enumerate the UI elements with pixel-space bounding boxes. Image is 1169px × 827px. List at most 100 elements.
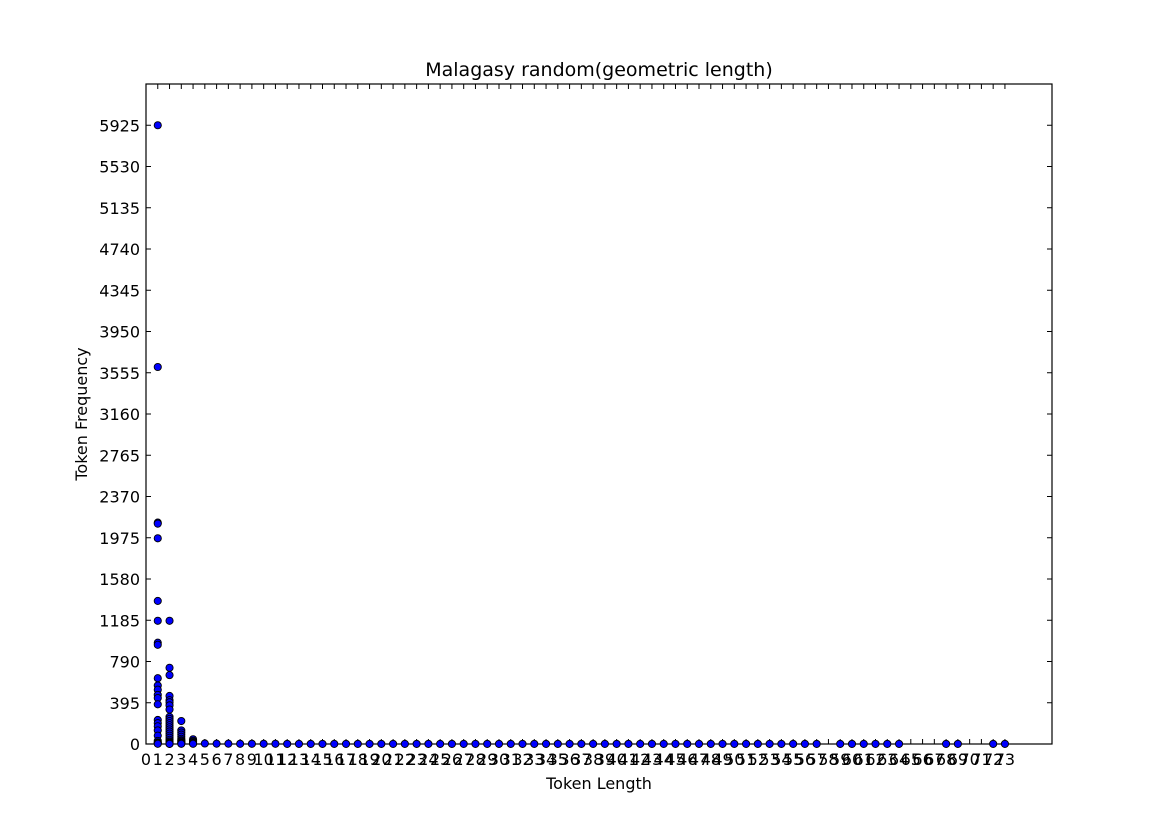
plot-frame (145, 83, 1053, 745)
data-point (953, 739, 962, 748)
x-tick-label: 41 (618, 750, 638, 769)
x-tick-label: 36 (559, 750, 579, 769)
data-point (436, 739, 445, 748)
data-point (153, 616, 162, 625)
x-tick-label: 22 (395, 750, 415, 769)
data-point (565, 739, 574, 748)
y-tick-label: 3950 (99, 323, 140, 342)
y-tick-label: 790 (109, 653, 140, 672)
data-point (177, 739, 186, 748)
data-point (153, 739, 162, 748)
data-point (306, 739, 315, 748)
data-point (765, 739, 774, 748)
x-tick-label: 1 (153, 750, 163, 769)
x-tick-label: 48 (701, 750, 721, 769)
x-tick-label: 12 (277, 750, 297, 769)
x-tick-label: 70 (959, 750, 979, 769)
x-tick-label: 73 (995, 750, 1015, 769)
data-point (471, 739, 480, 748)
x-tick-label: 24 (418, 750, 438, 769)
data-point (694, 739, 704, 748)
x-tick-label: 67 (924, 750, 944, 769)
data-point (518, 739, 527, 748)
x-tick-label: 58 (818, 750, 838, 769)
data-point (789, 739, 798, 748)
x-tick-label: 42 (630, 750, 650, 769)
x-tick-label: 25 (430, 750, 450, 769)
data-point (424, 739, 433, 748)
x-tick-label: 28 (465, 750, 485, 769)
data-point (153, 674, 162, 683)
x-tick-label: 11 (265, 750, 285, 769)
data-point (236, 739, 245, 748)
x-tick-label: 8 (235, 750, 245, 769)
data-point (447, 739, 456, 748)
x-tick-label: 18 (348, 750, 368, 769)
plot-area (145, 83, 1053, 745)
x-tick-label: 4 (188, 750, 198, 769)
x-tick-label: 30 (489, 750, 509, 769)
data-point (153, 534, 162, 543)
x-tick-label: 17 (336, 750, 356, 769)
data-point (153, 700, 162, 709)
data-point (365, 739, 374, 748)
x-tick-label: 21 (383, 750, 403, 769)
x-tick-label: 5 (200, 750, 210, 769)
data-point (294, 739, 304, 748)
y-tick-label: 0 (130, 735, 140, 754)
x-tick-label: 49 (712, 750, 732, 769)
y-tick-label: 5530 (99, 158, 140, 177)
x-tick-label: 3 (176, 750, 186, 769)
x-tick-label: 59 (830, 750, 850, 769)
x-tick-label: 26 (442, 750, 462, 769)
y-tick-label: 395 (109, 694, 140, 713)
x-tick-label: 10 (253, 750, 273, 769)
y-tick-label: 1580 (99, 570, 140, 589)
x-tick-label: 54 (771, 750, 791, 769)
x-tick-label: 14 (301, 750, 321, 769)
data-point (494, 739, 504, 748)
data-point (624, 739, 633, 748)
data-point (718, 739, 727, 748)
x-tick-label: 56 (795, 750, 815, 769)
x-tick-label: 52 (748, 750, 768, 769)
y-tick-label: 1185 (99, 611, 140, 630)
y-tick-label: 2765 (99, 446, 140, 465)
x-tick-label: 45 (665, 750, 685, 769)
data-point (271, 739, 280, 748)
data-point (530, 739, 539, 748)
x-tick-label: 47 (689, 750, 709, 769)
data-point (224, 739, 233, 748)
data-point (153, 519, 162, 528)
data-points (153, 121, 1009, 748)
data-point (612, 739, 621, 748)
data-point (589, 739, 598, 748)
data-point (459, 739, 468, 748)
y-tick-label: 3555 (99, 364, 140, 383)
y-tick-label: 4345 (99, 281, 140, 300)
data-point (165, 663, 174, 672)
data-point (177, 716, 186, 726)
data-point (800, 739, 809, 748)
x-tick-label: 63 (877, 750, 897, 769)
data-point (871, 739, 880, 748)
x-tick-label: 7 (223, 750, 233, 769)
x-tick-label: 37 (571, 750, 591, 769)
data-point (165, 616, 174, 625)
data-point (377, 739, 386, 748)
data-point (659, 739, 668, 748)
x-tick-label: 57 (806, 750, 826, 769)
data-point (647, 739, 656, 748)
data-point (283, 739, 292, 748)
data-point (777, 739, 786, 748)
data-point (165, 705, 174, 714)
data-point (389, 739, 398, 748)
data-point (153, 362, 162, 372)
x-tick-label: 13 (289, 750, 309, 769)
data-point (165, 671, 174, 680)
x-tick-label: 15 (312, 750, 332, 769)
data-point (400, 739, 409, 748)
x-tick-label: 32 (512, 750, 532, 769)
chart-title: Malagasy random(geometric length) (425, 59, 773, 81)
